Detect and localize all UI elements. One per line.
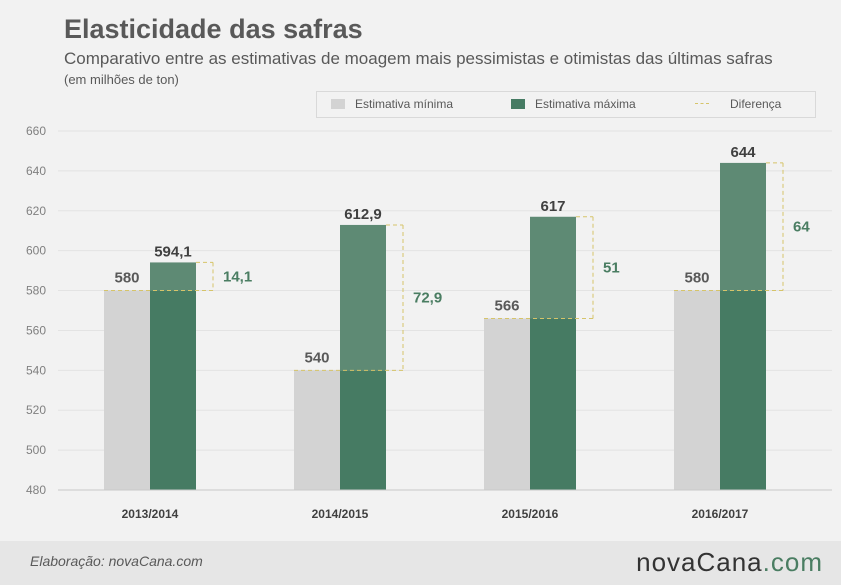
brand-logo: novaCana.com: [636, 547, 823, 578]
data-label-min: 580: [114, 270, 139, 287]
bar-min: [104, 290, 150, 490]
bar-min: [484, 318, 530, 490]
legend-label-min: Estimativa mínima: [355, 97, 454, 111]
brand-name: novaCana: [636, 547, 763, 577]
bar-max-base: [530, 318, 576, 490]
bar-max-base: [150, 290, 196, 490]
unit-note: (em milhões de ton): [64, 72, 179, 87]
bar-max-base: [720, 290, 766, 490]
y-tick-label: 600: [26, 244, 46, 258]
data-label-min: 566: [494, 297, 519, 314]
bar-max-top: [150, 262, 196, 291]
brand-suffix: .com: [762, 547, 823, 577]
legend-swatch-diff: [695, 103, 709, 104]
legend-swatch-min: [331, 99, 345, 109]
bar-max-base: [340, 370, 386, 490]
x-tick-label: 2013/2014: [122, 507, 179, 521]
data-label-diff: 51: [603, 260, 620, 277]
legend-label-diff: Diferença: [730, 97, 782, 111]
legend-label-max: Estimativa máxima: [535, 97, 636, 111]
x-tick-label: 2015/2016: [502, 507, 559, 521]
y-tick-label: 480: [26, 483, 46, 497]
y-tick-label: 520: [26, 403, 46, 417]
bar-max-top: [720, 162, 766, 291]
y-tick-label: 620: [26, 204, 46, 218]
data-label-max: 617: [540, 198, 565, 215]
legend-swatch-max: [511, 99, 525, 109]
bar-min: [674, 290, 720, 490]
data-label-min: 580: [684, 270, 709, 287]
bar-min: [294, 370, 340, 490]
y-tick-label: 500: [26, 443, 46, 457]
y-tick-label: 640: [26, 164, 46, 178]
chart-subtitle: Comparativo entre as estimativas de moag…: [64, 49, 773, 68]
y-tick-label: 560: [26, 323, 46, 337]
y-tick-label: 580: [26, 284, 46, 298]
data-label-max: 594,1: [154, 243, 192, 260]
data-label-diff: 14,1: [223, 268, 252, 285]
data-label-diff: 64: [793, 219, 810, 236]
legend: Estimativa mínima Estimativa máxima Dife…: [316, 91, 816, 118]
y-tick-label: 660: [26, 124, 46, 138]
chart-title: Elasticidade das safras: [64, 14, 363, 44]
chart-area: 480 500 520 540 560 580 600 620 640 660 580 594,1 14…: [26, 124, 832, 521]
y-tick-label: 540: [26, 363, 46, 377]
data-label-min: 540: [304, 349, 329, 366]
data-label-max: 644: [730, 144, 756, 161]
credit-text: Elaboração: novaCana.com: [30, 553, 203, 569]
bar-max-top: [530, 216, 576, 319]
bar-max-top: [340, 224, 386, 371]
x-tick-label: 2016/2017: [692, 507, 749, 521]
footer: Elaboração: novaCana.com novaCana.com: [0, 541, 841, 585]
data-label-max: 612,9: [344, 206, 382, 223]
x-tick-label: 2014/2015: [312, 507, 369, 521]
data-label-diff: 72,9: [413, 290, 442, 307]
